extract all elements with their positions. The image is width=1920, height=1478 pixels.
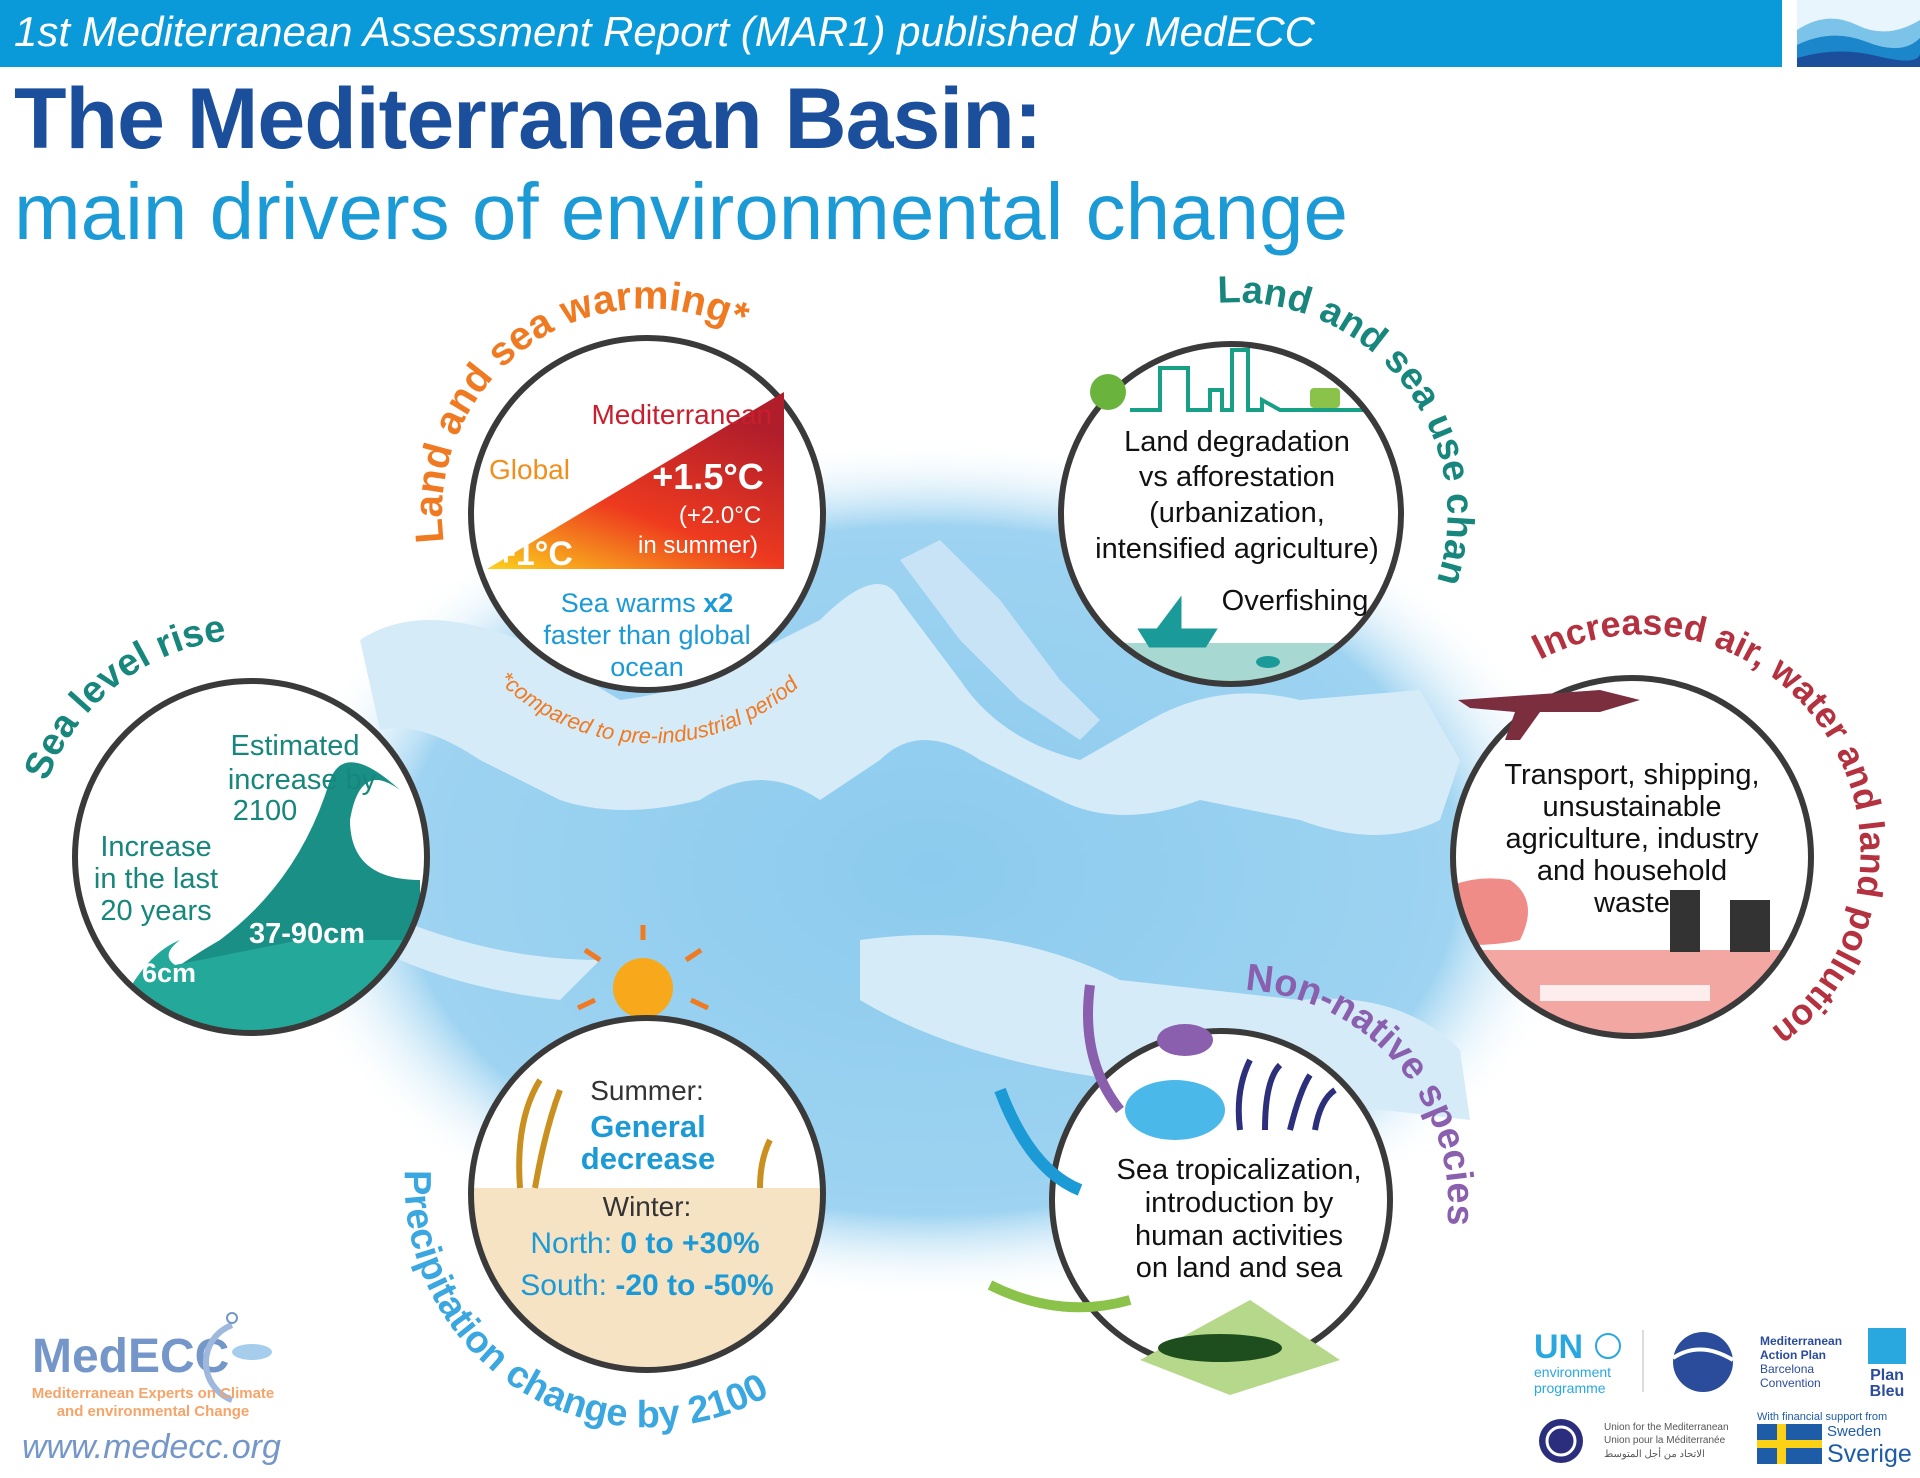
south-text: South: -20 to -50% [520, 1269, 773, 1302]
svg-text:Sverige: Sverige [1827, 1440, 1912, 1468]
global-label: Global [489, 454, 570, 485]
svg-text:Barcelona: Barcelona [1760, 1362, 1814, 1376]
sweden-logo: With financial support from Sweden Sveri… [1757, 1411, 1912, 1468]
pollution-text: and household [1537, 855, 1727, 887]
sea-warms-text-2: faster than global [543, 620, 750, 650]
non-native-text: Sea tropicalization, [1116, 1154, 1361, 1186]
city-skyline-icon [1130, 348, 1400, 412]
unep-logo: UN environment programme [1534, 1328, 1621, 1396]
increase-text: 20 years [100, 895, 211, 927]
svg-text:MedECC: MedECC [32, 1330, 229, 1383]
med-summer-note: in summer) [638, 532, 758, 559]
estimated-text: 2100 [233, 795, 298, 827]
map-barcelona-convention-logo: Mediterranean Action Plan Barcelona Conv… [1671, 1332, 1842, 1392]
cargo-ship-icon [1540, 985, 1710, 1001]
precipitation-circle: Summer: General decrease Winter: North: … [468, 925, 826, 1373]
global-warming-value: +1°C [496, 535, 573, 573]
ufm-logo: Union for the Mediterranean Union pour l… [1539, 1419, 1729, 1463]
north-text: North: 0 to +30% [530, 1227, 759, 1260]
arrow-icon [1083, 984, 1124, 1114]
factory-icon [1670, 890, 1700, 952]
svg-text:and environmental Change: and environmental Change [57, 1403, 250, 1420]
fish-icon [1256, 656, 1280, 668]
wave-logo-icon [1797, 0, 1920, 67]
med-warming-value: +1.5°C [652, 456, 763, 497]
page-subtitle: main drivers of environmental change [14, 167, 1349, 256]
tree-icon [1090, 374, 1126, 410]
pollution-text: unsustainable [1543, 791, 1722, 823]
med-summer-value: (+2.0°C [679, 502, 761, 529]
summer-value: decrease [581, 1141, 715, 1176]
fish-icon [1157, 1024, 1213, 1056]
plan-bleu-logo: Plan Bleu [1868, 1328, 1906, 1400]
airplane-icon [1458, 690, 1640, 740]
sea-level-20y-value: 6cm [142, 958, 196, 988]
winter-label: Winter: [603, 1191, 692, 1222]
overfishing-text: Overfishing [1222, 585, 1369, 617]
warming-triangle [487, 392, 784, 569]
estimated-text: increase by [228, 764, 377, 796]
sea-warms-text-3: ocean [610, 652, 684, 682]
svg-text:Action Plan: Action Plan [1760, 1348, 1826, 1362]
svg-text:الاتحاد من أجل المتوسط: الاتحاد من أجل المتوسط [1604, 1447, 1705, 1460]
sun-icon [576, 925, 710, 1018]
non-native-circle: Sea tropicalization, introduction by hum… [987, 984, 1393, 1395]
warming-circle: Mediterranean Global +1.5°C (+2.0°C in s… [468, 335, 826, 693]
page-title: The Mediterranean Basin: [14, 71, 1042, 167]
banner-text: 1st Mediterranean Assessment Report (MAR… [14, 8, 1315, 55]
svg-text:Mediterranean Experts on Clima: Mediterranean Experts on Climate [32, 1385, 275, 1402]
non-native-text: on land and sea [1136, 1252, 1343, 1284]
svg-text:programme: programme [1534, 1380, 1606, 1396]
non-native-text: human activities [1135, 1220, 1343, 1252]
pollution-text: agriculture, industry [1505, 823, 1759, 855]
medecc-url-link[interactable]: www.medecc.org [22, 1428, 281, 1466]
increase-text: in the last [94, 863, 218, 895]
svg-text:Bleu: Bleu [1870, 1383, 1905, 1400]
svg-text:Convention: Convention [1760, 1376, 1821, 1390]
banner: 1st Mediterranean Assessment Report (MAR… [0, 0, 1782, 67]
pollution-text: waste [1593, 887, 1670, 919]
svg-text:UN: UN [1534, 1328, 1583, 1366]
svg-text:Union for the Mediterranean: Union for the Mediterranean [1604, 1422, 1729, 1433]
svg-text:Mediterranean: Mediterranean [1760, 1334, 1842, 1348]
land-use-text: vs afforestation [1139, 461, 1335, 493]
fish-icon [1125, 1080, 1225, 1140]
increase-text: Increase [100, 831, 211, 863]
svg-text:Sweden: Sweden [1827, 1423, 1881, 1440]
summer-label: Summer: [590, 1075, 704, 1106]
mediterranean-label: Mediterranean [591, 399, 772, 430]
svg-text:With financial support from: With financial support from [1757, 1411, 1887, 1423]
dry-crop-icon [516, 1078, 773, 1189]
land-use-text: (urbanization, [1149, 497, 1325, 529]
caterpillar-icon [1158, 1334, 1282, 1362]
summer-value: General [590, 1109, 705, 1144]
pollution-text: Transport, shipping, [1504, 759, 1759, 791]
arrow-icon [994, 1087, 1083, 1196]
land-use-text: intensified agriculture) [1095, 533, 1379, 565]
sea-level-circle: Estimated increase by 2100 Increase in t… [72, 678, 430, 1036]
sea-level-2100-value: 37-90cm [249, 918, 365, 950]
sea-warms-text: Sea warms x2 [561, 588, 734, 618]
tractor-icon [1310, 388, 1340, 408]
land-use-text: Land degradation [1124, 426, 1350, 458]
svg-text:environment: environment [1534, 1364, 1611, 1380]
svg-text:Union pour la Méditerranée: Union pour la Méditerranée [1604, 1435, 1726, 1446]
arrow-icon [987, 1280, 1132, 1313]
medecc-logo: MedECC Mediterranean Experts on Climate … [32, 1312, 275, 1420]
svg-text:Plan: Plan [1870, 1367, 1904, 1384]
non-native-text: introduction by [1145, 1187, 1334, 1219]
estimated-text: Estimated [231, 730, 360, 762]
seaweed-icon [1235, 1058, 1337, 1131]
fishing-boat-icon [1137, 595, 1218, 648]
